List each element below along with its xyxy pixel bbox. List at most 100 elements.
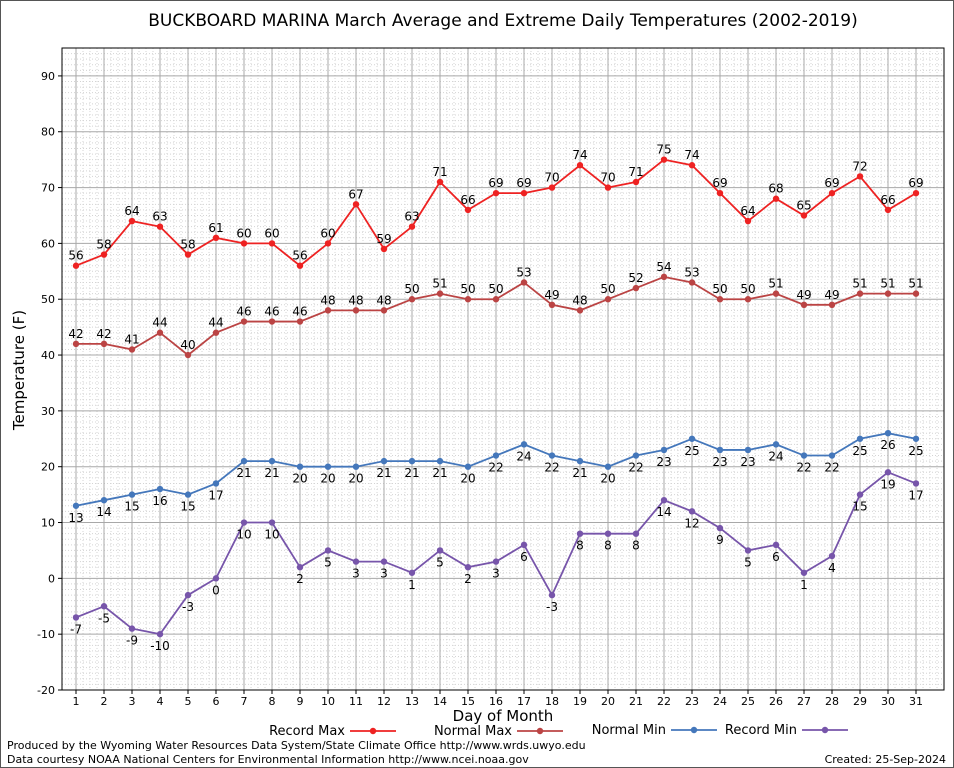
data-point bbox=[688, 508, 696, 515]
data-label: 60 bbox=[236, 226, 251, 240]
data-point bbox=[492, 452, 500, 459]
data-point bbox=[856, 173, 864, 180]
data-point bbox=[380, 307, 388, 314]
data-point bbox=[604, 184, 612, 191]
data-label: 15 bbox=[852, 500, 867, 514]
data-label: 64 bbox=[124, 204, 139, 218]
data-label: 69 bbox=[712, 176, 727, 190]
y-tick-label: 40 bbox=[41, 349, 55, 362]
data-point bbox=[128, 217, 136, 225]
data-point bbox=[856, 435, 864, 442]
legend-item: Record Max bbox=[269, 724, 396, 739]
data-point bbox=[268, 240, 276, 247]
data-point bbox=[72, 340, 80, 348]
data-point bbox=[716, 446, 724, 454]
data-point bbox=[128, 346, 136, 353]
data-point bbox=[800, 301, 808, 308]
grid bbox=[62, 47, 944, 690]
data-label: 69 bbox=[516, 176, 531, 190]
data-point bbox=[660, 156, 668, 163]
data-label: 64 bbox=[740, 204, 755, 218]
x-tick-label: 10 bbox=[321, 695, 335, 708]
data-point bbox=[856, 491, 864, 498]
data-label: 14 bbox=[96, 505, 111, 519]
data-label: 70 bbox=[600, 171, 615, 185]
data-point bbox=[464, 563, 472, 571]
data-point bbox=[772, 541, 780, 549]
footer-created: Created: 25-Sep-2024 bbox=[825, 753, 946, 766]
data-label: 20 bbox=[348, 472, 363, 486]
data-label: 5 bbox=[324, 555, 332, 569]
x-tick-label: 22 bbox=[657, 695, 671, 708]
data-label: 50 bbox=[460, 282, 475, 296]
data-label: 2 bbox=[296, 572, 304, 586]
data-point bbox=[296, 318, 304, 325]
series-record-max: 56 58 64 63 58 61 60 60 56 60 67 59 63 71 66 69 69 70 74 70… bbox=[68, 143, 924, 269]
data-label: 61 bbox=[208, 221, 223, 235]
legend-label: Record Max bbox=[269, 724, 345, 739]
data-point bbox=[296, 463, 304, 470]
x-tick-label: 6 bbox=[213, 695, 220, 708]
data-label: 10 bbox=[264, 528, 279, 542]
data-label: 74 bbox=[572, 148, 587, 162]
data-label: 46 bbox=[292, 305, 307, 319]
data-point bbox=[352, 201, 360, 208]
data-point bbox=[548, 591, 556, 599]
data-point bbox=[912, 189, 920, 197]
data-label: 20 bbox=[320, 472, 335, 486]
x-tick-label: 8 bbox=[269, 695, 276, 708]
data-label: -3 bbox=[546, 600, 558, 614]
legend-item: Normal Max bbox=[434, 724, 563, 739]
data-point bbox=[464, 296, 472, 303]
x-tick-label: 17 bbox=[517, 695, 531, 708]
data-point bbox=[380, 245, 388, 253]
data-label: 4 bbox=[828, 561, 836, 575]
data-point bbox=[268, 318, 276, 325]
data-label: 53 bbox=[516, 265, 531, 279]
data-label: 56 bbox=[292, 249, 307, 263]
data-label: 2 bbox=[464, 572, 472, 586]
data-point bbox=[800, 569, 808, 576]
legend-item: Record Min bbox=[725, 723, 848, 738]
data-label: 25 bbox=[852, 444, 867, 458]
data-label: 0 bbox=[212, 583, 220, 597]
legend-label: Normal Max bbox=[434, 724, 512, 739]
data-label: 1 bbox=[800, 578, 808, 592]
data-point bbox=[688, 279, 696, 286]
data-label: 6 bbox=[772, 550, 780, 564]
chart-title: BUCKBOARD MARINA March Average and Extre… bbox=[148, 11, 857, 31]
data-point bbox=[688, 162, 696, 169]
data-point bbox=[212, 234, 220, 242]
data-point bbox=[156, 485, 164, 493]
data-label: 49 bbox=[544, 288, 559, 302]
data-point bbox=[436, 178, 444, 186]
data-point bbox=[184, 351, 192, 359]
y-tick-label: 80 bbox=[41, 126, 55, 139]
x-tick-label: 26 bbox=[769, 695, 783, 708]
data-point bbox=[296, 563, 304, 571]
data-point bbox=[632, 284, 640, 292]
x-tick-label: 3 bbox=[129, 695, 136, 708]
data-point bbox=[492, 296, 500, 303]
x-tick-label: 2 bbox=[101, 695, 108, 708]
data-point bbox=[772, 195, 780, 202]
data-point bbox=[884, 430, 892, 437]
data-point bbox=[212, 329, 220, 336]
data-label: 17 bbox=[208, 488, 223, 502]
data-point bbox=[576, 307, 584, 314]
data-point bbox=[520, 541, 528, 549]
data-label: 48 bbox=[348, 293, 363, 307]
data-point bbox=[380, 457, 388, 465]
data-label: 68 bbox=[768, 182, 783, 196]
data-label: 75 bbox=[656, 143, 671, 157]
data-label: 19 bbox=[880, 477, 895, 491]
data-label: 54 bbox=[656, 260, 671, 274]
x-tick-label: 15 bbox=[461, 695, 475, 708]
data-point bbox=[184, 491, 192, 498]
data-label: 21 bbox=[432, 466, 447, 480]
data-point bbox=[464, 206, 472, 214]
data-label: 56 bbox=[68, 249, 83, 263]
data-label: 50 bbox=[404, 282, 419, 296]
data-point bbox=[100, 496, 108, 504]
